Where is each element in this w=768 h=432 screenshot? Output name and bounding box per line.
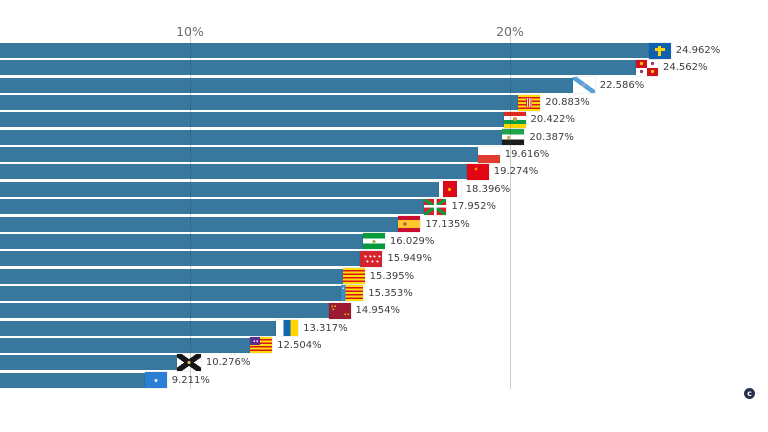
flag-cantabria-icon	[477, 146, 500, 163]
bar	[0, 77, 593, 93]
flag-castilla-la-mancha-icon	[466, 163, 489, 180]
bar	[0, 129, 523, 145]
bar-value-label: 15.353%	[368, 287, 413, 299]
flag-asturias-icon	[648, 42, 671, 59]
axis-tick-label: 20%	[496, 24, 524, 39]
watermark-text: –	[756, 390, 759, 397]
bar	[0, 60, 656, 76]
bar	[0, 95, 539, 111]
bar-value-label: 20.422%	[530, 114, 576, 126]
bar-row: 17.952%	[0, 198, 768, 215]
bar-value-label: 22.586%	[599, 79, 645, 91]
bar-row: 13.317%	[0, 320, 768, 337]
flag-extremadura-icon	[502, 129, 525, 146]
bar-value-label: 19.274%	[493, 166, 539, 178]
bar	[0, 181, 459, 197]
bar-value-label: 15.949%	[387, 253, 432, 265]
bar-value-label: 17.135%	[425, 218, 470, 230]
bar-row: 20.422%	[0, 111, 768, 128]
bar	[0, 285, 362, 301]
gridline	[510, 27, 511, 389]
bar-value-label: 10.276%	[205, 357, 251, 369]
bar-value-label: 12.504%	[277, 339, 322, 351]
bar-row: 20.387%	[0, 129, 768, 146]
bar-value-label: 19.616%	[504, 149, 550, 161]
bar	[0, 372, 165, 388]
bar	[0, 164, 487, 180]
bar-value-label: 17.952%	[451, 201, 496, 213]
bar	[0, 251, 381, 267]
flag-andalucia-icon	[362, 233, 385, 250]
bar	[0, 233, 383, 249]
bar-value-label: 24.962%	[675, 45, 721, 56]
bar-value-label: 14.954%	[355, 305, 401, 317]
bar-row: 10.276%	[0, 354, 768, 372]
flag-valenciana-icon	[341, 285, 364, 302]
bar-row: 22.586%	[0, 77, 768, 94]
bar-row: 15.395%	[0, 268, 768, 285]
bar	[0, 147, 498, 163]
flag-canarias-icon	[276, 320, 299, 337]
flag-castilla-leon-icon	[635, 59, 658, 76]
bar	[0, 199, 445, 215]
bar-row: 14.954%	[0, 302, 768, 319]
bar	[0, 337, 271, 353]
flag-melilla-icon	[144, 372, 167, 389]
bar-value-label: 9.211%	[171, 374, 210, 386]
flag-madrid-icon	[360, 250, 383, 267]
flag-baleares-icon	[250, 337, 273, 354]
bar	[0, 112, 524, 128]
bar	[0, 268, 363, 284]
bar-value-label: 18.396%	[465, 183, 511, 195]
flag-pais-vasco-icon	[424, 198, 447, 215]
bar-value-label: 16.029%	[389, 235, 435, 247]
bar-row: 15.949%	[0, 250, 768, 267]
bar-row: 20.883%	[0, 94, 768, 111]
bar-row: 17.135%	[0, 216, 768, 232]
bar-row: 12.504%	[0, 337, 768, 354]
bar	[0, 355, 199, 371]
flag-aragon-icon	[518, 94, 541, 111]
bar-row: 19.616%	[0, 146, 768, 163]
bar-row: 24.562%	[0, 59, 768, 76]
flag-rioja-icon	[503, 111, 526, 128]
flag-navarra-icon	[438, 181, 461, 198]
bar-row: 18.396%	[0, 181, 768, 198]
bar	[0, 303, 349, 319]
bar-row: 15.353%	[0, 285, 768, 302]
flag-espana-icon	[398, 216, 421, 232]
bar-value-label: 13.317%	[303, 322, 348, 334]
gridline	[190, 27, 191, 389]
bar-value-label: 20.387%	[529, 131, 574, 143]
bar-row: 19.274%	[0, 163, 768, 180]
watermark-logo-icon[interactable]: c	[744, 388, 755, 399]
flag-murcia-icon	[328, 302, 351, 319]
bar-value-label: 24.562%	[662, 62, 708, 74]
bar-value-label: 20.883%	[545, 97, 590, 109]
bar-row: 16.029%	[0, 233, 768, 250]
bar-value-label: 15.395%	[369, 270, 415, 282]
bar	[0, 43, 669, 58]
bar	[0, 320, 297, 336]
axis-tick-label: 10%	[176, 24, 204, 39]
flag-cataluna-icon	[342, 268, 365, 285]
bar-row: 9.211%	[0, 372, 768, 389]
flag-galicia-icon	[572, 77, 595, 94]
bar	[0, 216, 419, 232]
watermark[interactable]: c –	[744, 388, 759, 399]
bar-row: 24.962%	[0, 42, 768, 59]
flag-ceuta-icon	[176, 354, 201, 372]
